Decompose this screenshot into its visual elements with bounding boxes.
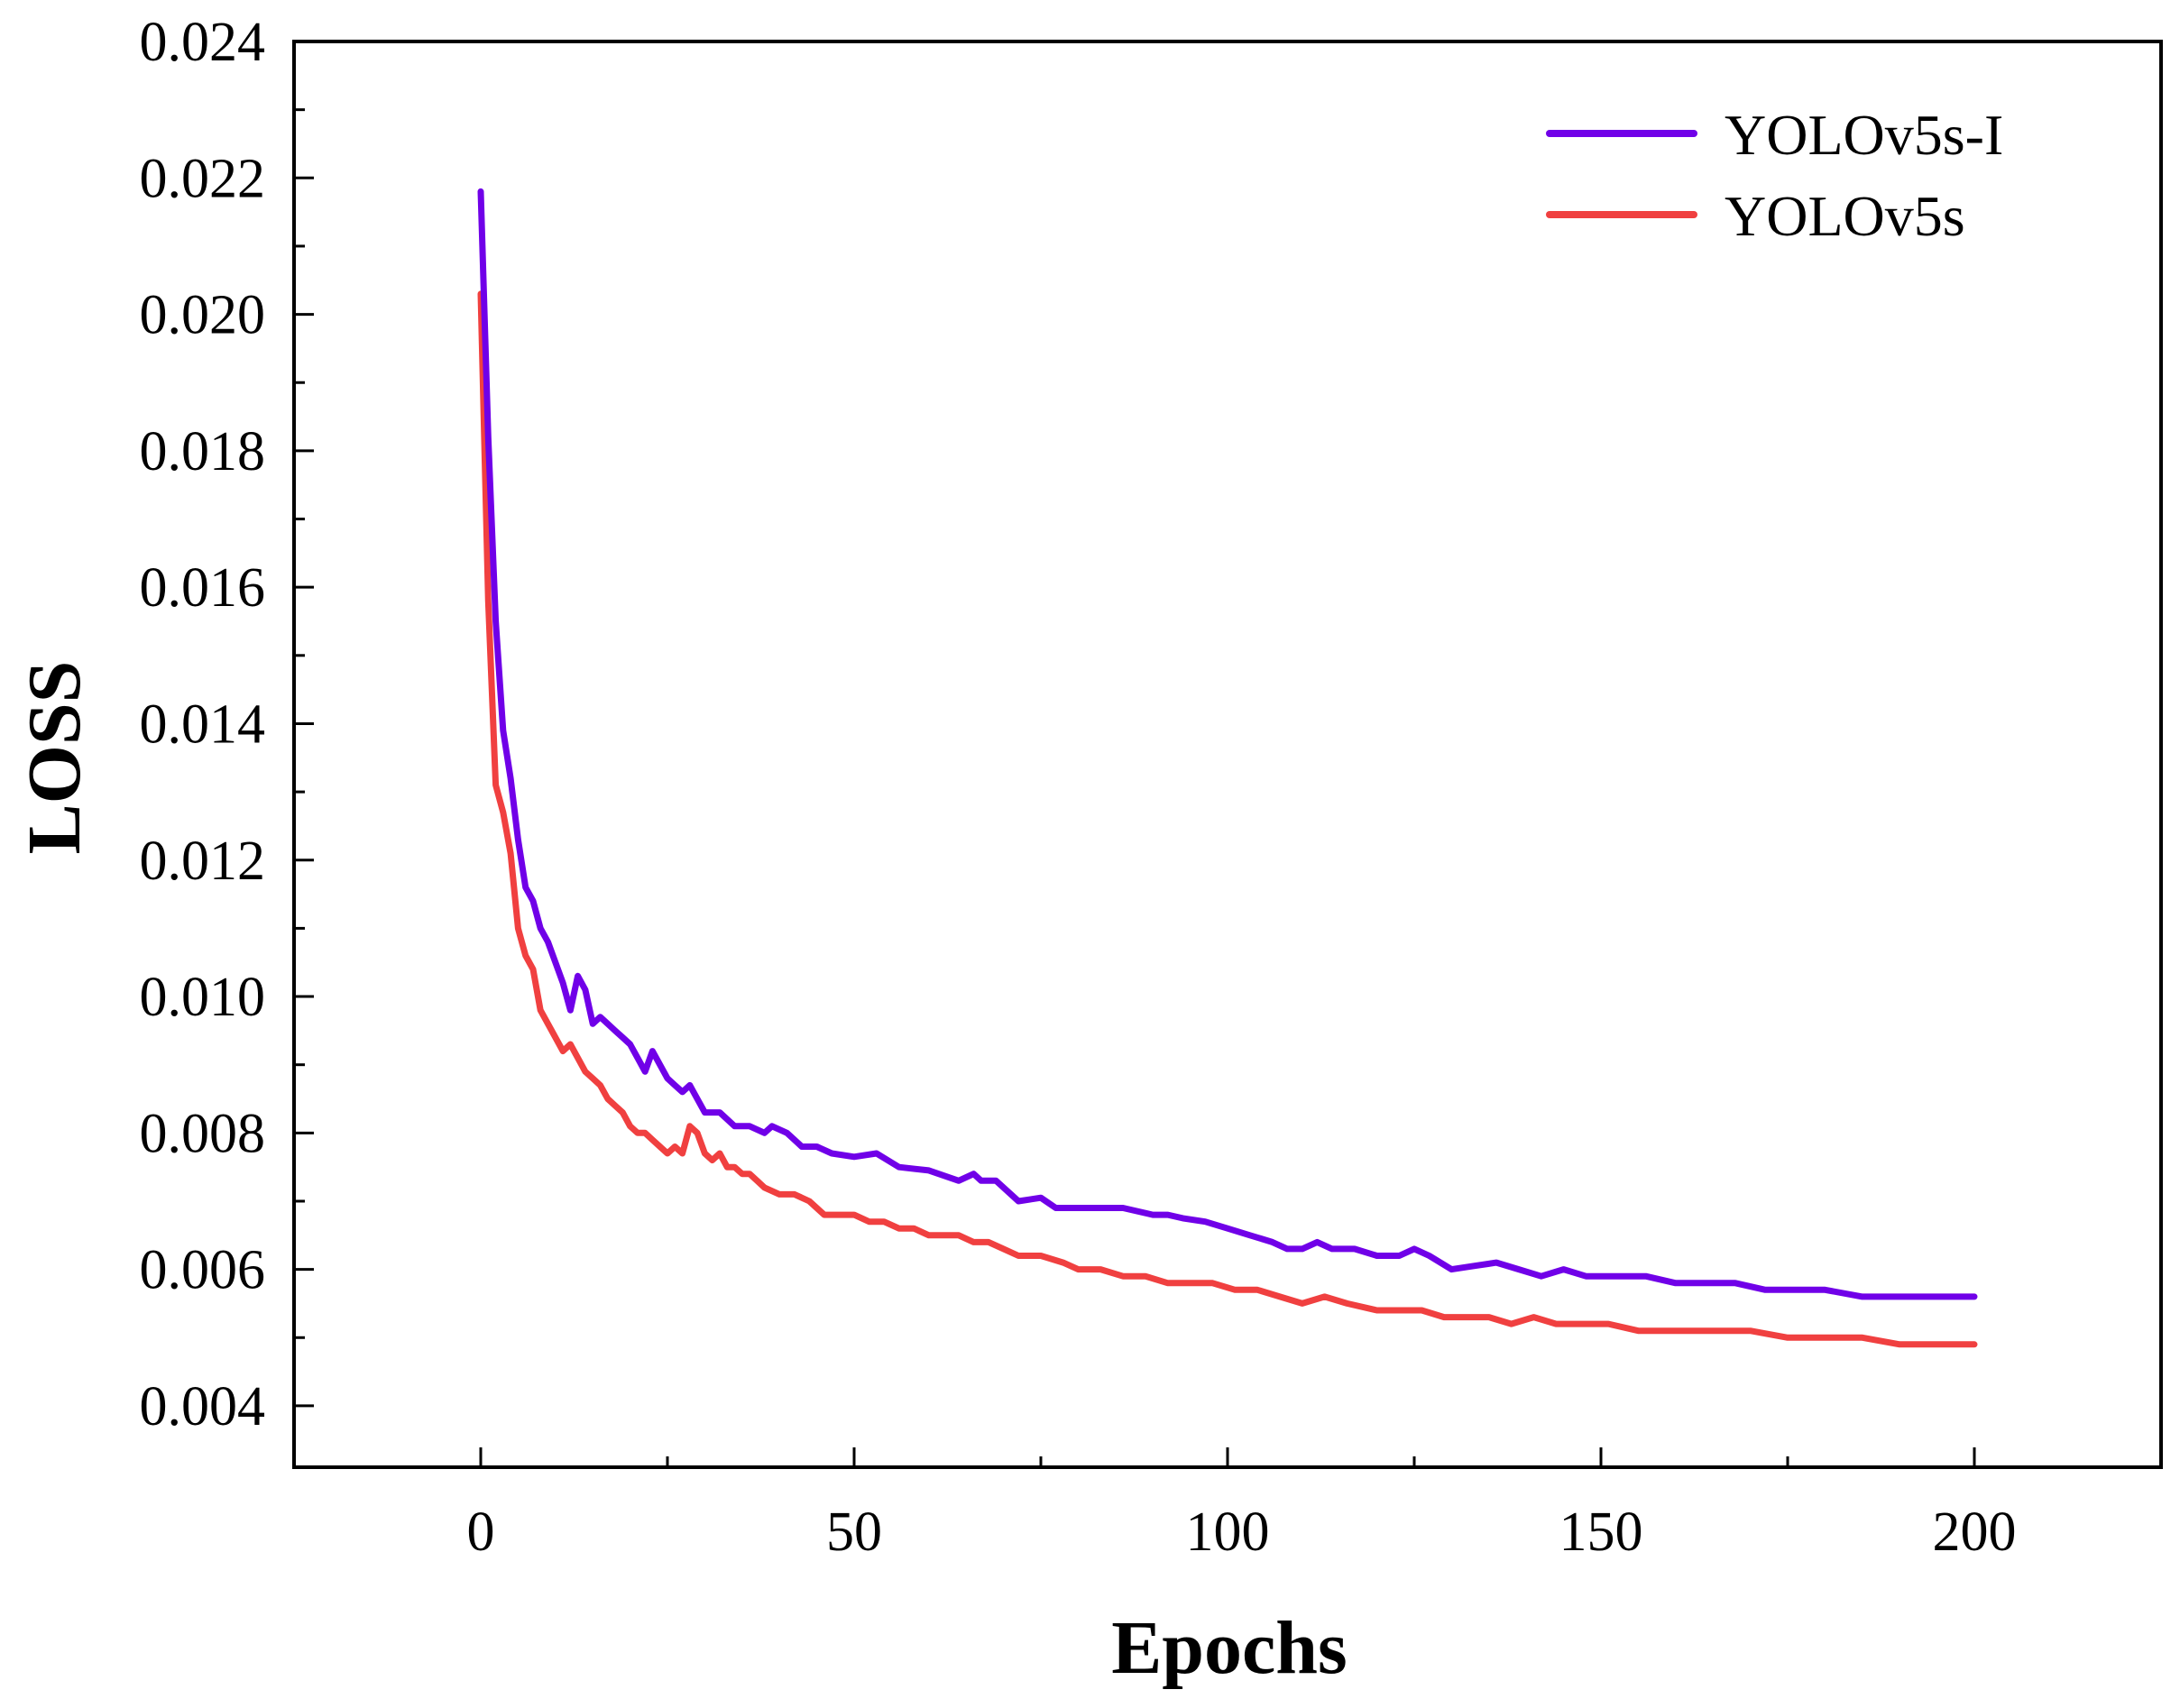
labels-layer: 0 50 100 150 200 0.004 0.006 0.008 0.010 0.012 0.0… <box>140 12 2017 1563</box>
y-tick-label: 0.006 <box>140 1240 266 1301</box>
x-tick-label: 50 <box>826 1501 882 1563</box>
y-tick-label: 0.020 <box>140 285 266 346</box>
x-tick-label: 0 <box>467 1501 495 1563</box>
x-tick-label: 100 <box>1186 1501 1270 1563</box>
x-axis-title: Epochs <box>1111 1606 1347 1690</box>
series-line-yolov5s <box>477 290 1978 1348</box>
x-tick-label: 200 <box>1933 1501 2017 1563</box>
y-axis-title: LOSS <box>13 661 97 855</box>
y-tick-label: 0.016 <box>140 557 266 619</box>
y-tick-label: 0.012 <box>140 831 266 892</box>
x-tick-label: 150 <box>1559 1501 1643 1563</box>
y-tick-label: 0.022 <box>140 148 266 209</box>
y-tick-label: 0.004 <box>140 1376 266 1437</box>
y-tick-label: 0.010 <box>140 967 266 1028</box>
ticks-layer <box>294 40 1976 1467</box>
series-layer <box>477 188 1978 1348</box>
y-tick-label: 0.024 <box>140 12 266 73</box>
series-line-yolov5s-i <box>477 188 1978 1300</box>
y-tick-label: 0.014 <box>140 693 266 755</box>
y-tick-label: 0.008 <box>140 1103 266 1164</box>
legend-label-yolov5s: YOLOv5s <box>1725 184 1965 248</box>
plot-frame <box>292 40 2163 1469</box>
legend: YOLOv5s-I YOLOv5s <box>1546 103 2003 248</box>
y-tick-label: 0.018 <box>140 421 266 482</box>
legend-label-yolov5s-i: YOLOv5s-I <box>1725 103 2003 167</box>
